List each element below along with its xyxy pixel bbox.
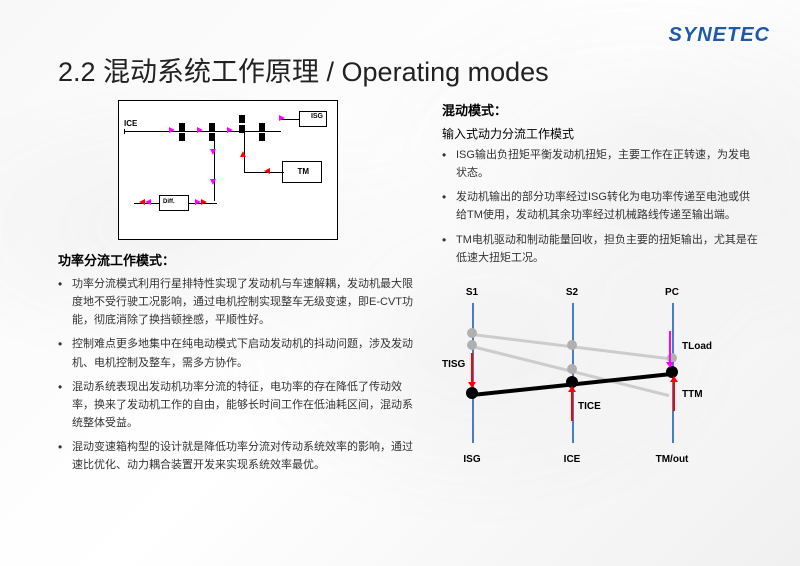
right-bullet-list: ISG输出负扭矩平衡发动机扭矩，主要工作在正转速，为发电状态。 发动机输出的部分… [442, 146, 760, 273]
brand-logo: SYNETEC [669, 24, 770, 47]
content-area: ICE ISG TM Diff. [58, 100, 760, 546]
right-heading: 混动模式： [442, 100, 760, 119]
node [567, 340, 577, 350]
arrow-tice [571, 391, 573, 421]
label-tisg: TISG [442, 359, 465, 370]
right-column: 混动模式： 输入式动力分流工作模式 ISG输出负扭矩平衡发动机扭矩，主要工作在正… [442, 100, 760, 546]
node [467, 340, 477, 350]
label-isg: ISG [463, 454, 480, 465]
arrow-tisg [471, 353, 473, 383]
label-ice: ICE [124, 119, 137, 128]
list-item: 发动机输出的部分功率经过ISG转化为电功率传递至电池或供给TM使用，发动机其余功… [442, 188, 760, 224]
node [567, 364, 577, 374]
left-column: ICE ISG TM Diff. [58, 100, 418, 546]
label-tload: TLoad [682, 341, 712, 352]
list-item: 混动系统表现出发动机功率分流的特征，电功率的存在降低了传动效率，换来了发动机工作… [58, 378, 418, 432]
node [467, 328, 477, 338]
label-pc: PC [665, 287, 679, 298]
label-diff: Diff. [163, 199, 175, 205]
label-isg: ISG [311, 113, 323, 120]
list-item: 功率分流模式利用行星排特性实现了发动机与车速解耦，发动机最大限度地不受行驶工况影… [58, 275, 418, 329]
label-s1: S1 [466, 287, 478, 298]
label-s2: S2 [566, 287, 578, 298]
left-bullet-list: 功率分流模式利用行星排特性实现了发动机与车速解耦，发动机最大限度地不受行驶工况影… [58, 275, 418, 480]
label-ttm: TTM [682, 389, 703, 400]
slide-title: 2.2 混动系统工作原理 / Operating modes [58, 50, 549, 89]
left-heading: 功率分流工作模式： [58, 250, 418, 269]
list-item: ISG输出负扭矩平衡发动机扭矩，主要工作在正转速，为发电状态。 [442, 146, 760, 182]
label-tmout: TM/out [656, 454, 689, 465]
lever-diagram: S1 S2 PC ISG ICE TM/out TISG [442, 283, 722, 483]
label-tice: TICE [578, 401, 601, 412]
arrow-ttm [673, 381, 675, 411]
list-item: 控制难点更多地集中在纯电动模式下启动发动机的抖动问题，涉及发动机、电机控制及整车… [58, 335, 418, 371]
arrow-tload [669, 331, 671, 363]
label-ice-bot: ICE [564, 454, 581, 465]
node-isg [466, 387, 478, 399]
right-subtext: 输入式动力分流工作模式 [442, 125, 760, 142]
list-item: 混动变速箱构型的设计就是降低功率分流对传动系统效率的影响，通过速比优化、动力耦合… [58, 438, 418, 474]
list-item: TM电机驱动和制动能量回收，担负主要的扭矩输出，尤其是在低速大扭矩工况。 [442, 231, 760, 267]
powertrain-schematic: ICE ISG TM Diff. [118, 100, 338, 240]
label-tm: TM [297, 167, 309, 176]
